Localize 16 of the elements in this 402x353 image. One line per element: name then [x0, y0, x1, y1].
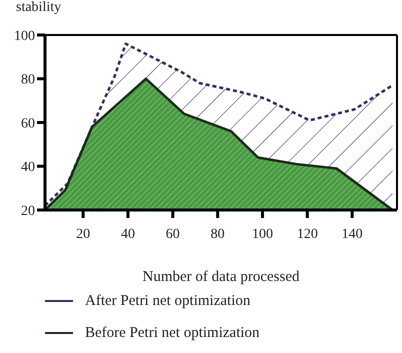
y-tick-label: 60: [21, 116, 35, 132]
x-tick-label: 120: [296, 226, 318, 242]
x-axis-title: Number of data processed: [142, 269, 300, 285]
y-tick-label: 40: [21, 160, 35, 176]
y-tick-label: 20: [21, 204, 35, 219]
y-axis-title: stability: [16, 0, 62, 16]
x-tick-label: 100: [252, 226, 273, 242]
x-tick-label: 140: [342, 226, 363, 242]
y-tick-label: 100: [14, 28, 35, 44]
x-tick-label: 80: [210, 226, 225, 242]
legend-label: After Petri net optimization: [85, 292, 250, 310]
x-tick-label: 40: [120, 226, 135, 242]
legend-label: Before Petri net optimization: [85, 324, 260, 342]
x-tick-label: 60: [166, 226, 180, 242]
y-tick-label: 80: [21, 72, 35, 88]
x-tick-label: 20: [76, 226, 90, 242]
